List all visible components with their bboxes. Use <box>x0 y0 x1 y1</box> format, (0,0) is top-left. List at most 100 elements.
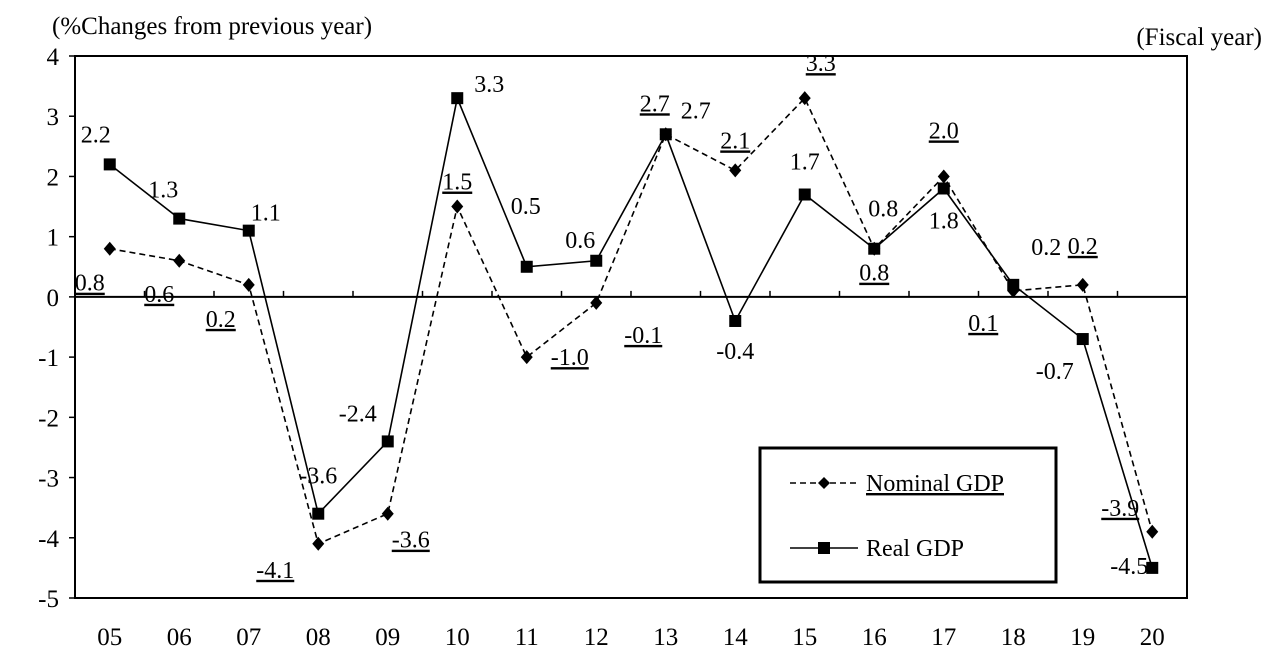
x-tick-label: 05 <box>97 624 122 651</box>
nominal-data-label: 2.7 <box>640 91 670 117</box>
real-point <box>1146 561 1159 574</box>
x-tick-label: 07 <box>236 624 261 651</box>
legend-real-marker <box>818 542 830 554</box>
nominal-data-label: -3.6 <box>392 528 430 554</box>
nominal-data-label: 0.1 <box>968 311 998 337</box>
x-tick-label: 16 <box>862 624 887 651</box>
nominal-data-label: -0.1 <box>624 323 662 349</box>
nominal-point <box>103 241 116 256</box>
nominal-point <box>937 169 950 184</box>
nominal-data-label: 0.2 <box>1068 234 1098 260</box>
real-point <box>312 507 325 520</box>
x-tick-label: 14 <box>723 624 749 651</box>
real-point <box>242 224 255 237</box>
y-tick-label: 3 <box>47 104 60 131</box>
x-tick-label: 08 <box>306 624 331 651</box>
nominal-data-label: -3.9 <box>1101 496 1139 522</box>
nominal-point <box>798 91 811 106</box>
nominal-point <box>312 536 325 551</box>
x-axis-title: (Fiscal year) <box>1136 24 1262 51</box>
nominal-point <box>451 199 464 214</box>
nominal-data-label: 1.5 <box>442 170 472 196</box>
real-point <box>729 314 742 327</box>
nominal-data-label: -1.0 <box>551 345 589 371</box>
real-point <box>798 188 811 201</box>
y-tick-label: -3 <box>38 466 59 493</box>
real-data-label: 1.8 <box>929 208 959 234</box>
real-point <box>659 128 672 141</box>
y-tick-label: -1 <box>38 345 59 372</box>
real-point <box>451 92 464 105</box>
nominal-data-label: 0.6 <box>144 282 174 308</box>
x-tick-label: 09 <box>375 624 400 651</box>
real-point <box>1007 278 1020 291</box>
series-line-nominal <box>109 96 1154 545</box>
x-axis: 05 06 07 08 09 10 11 12 13 14 15 16 17 18 19 20 <box>97 290 1165 651</box>
real-data-label: -4.5 <box>1110 554 1148 580</box>
y-tick-label: 4 <box>47 44 60 71</box>
real-point <box>868 242 881 255</box>
y-tick-label: 2 <box>47 164 60 191</box>
nominal-point <box>729 163 742 178</box>
real-data-label: 0.8 <box>868 197 898 223</box>
x-tick-label: 15 <box>792 624 817 651</box>
real-data-label: 0.6 <box>565 228 595 254</box>
x-tick-label: 12 <box>584 624 609 651</box>
nominal-point <box>242 277 255 292</box>
real-data-label: 3.3 <box>474 72 504 98</box>
nominal-point <box>1076 277 1089 292</box>
y-tick-label: -5 <box>38 586 59 613</box>
x-tick-label: 10 <box>445 624 470 651</box>
x-tick-label: 17 <box>931 624 956 651</box>
real-data-label: 0.5 <box>511 194 541 220</box>
real-data-label: 2.7 <box>681 98 711 124</box>
x-tick-label: 13 <box>653 624 678 651</box>
nominal-data-label: 0.8 <box>859 261 889 287</box>
real-data-label: 0.2 <box>1031 235 1061 261</box>
real-point <box>520 260 533 273</box>
real-data-label: -0.4 <box>716 339 754 365</box>
legend-nominal-label: Nominal GDP <box>866 471 1004 497</box>
nominal-point <box>1146 524 1159 539</box>
nominal-point <box>173 253 186 268</box>
x-tick-label: 18 <box>1001 624 1026 651</box>
nominal-point <box>520 350 533 365</box>
legend-real-label: Real GDP <box>866 536 964 562</box>
x-tick-label: 20 <box>1140 624 1165 651</box>
series-layer <box>103 91 1159 574</box>
real-data-label: 1.1 <box>251 201 281 227</box>
real-data-label: 1.3 <box>148 178 178 204</box>
nominal-data-label: 2.1 <box>720 128 750 154</box>
nominal-point <box>590 295 603 310</box>
y-axis-title: (%Changes from previous year) <box>52 13 372 40</box>
y-tick-label: 1 <box>47 225 60 252</box>
real-data-label: -0.7 <box>1036 359 1074 385</box>
legend-box <box>758 446 1058 584</box>
legend-nominal-marker <box>818 477 830 489</box>
real-point <box>103 158 116 171</box>
real-data-label: -3.6 <box>299 464 337 490</box>
plot-area <box>74 55 1188 599</box>
real-data-label: 2.2 <box>81 122 111 148</box>
x-tick-label: 19 <box>1070 624 1095 651</box>
real-data-label: 1.7 <box>790 150 820 176</box>
y-tick-label: 0 <box>47 285 60 312</box>
real-point <box>173 212 186 225</box>
x-tick-label: 11 <box>515 624 539 651</box>
nominal-data-label: 0.8 <box>75 271 105 297</box>
y-tick-label: -2 <box>38 405 59 432</box>
nominal-data-label: -4.1 <box>256 558 294 584</box>
y-tick-label: -4 <box>38 526 59 553</box>
data-labels: 0.8 0.6 0.2 -4.1 -3.6 1.5 -1.0 -0.1 2.7 2.1 3.3 0.8… <box>75 51 1149 584</box>
nominal-data-label: 3.3 <box>806 51 836 77</box>
nominal-data-label: 0.2 <box>206 307 236 333</box>
real-point <box>937 182 950 195</box>
real-data-label: -2.4 <box>339 401 377 427</box>
real-point <box>590 254 603 267</box>
nominal-data-label: 2.0 <box>929 118 959 144</box>
nominal-point <box>381 506 394 521</box>
real-point <box>1076 333 1089 346</box>
real-point <box>381 435 394 448</box>
x-tick-label: 06 <box>167 624 192 651</box>
